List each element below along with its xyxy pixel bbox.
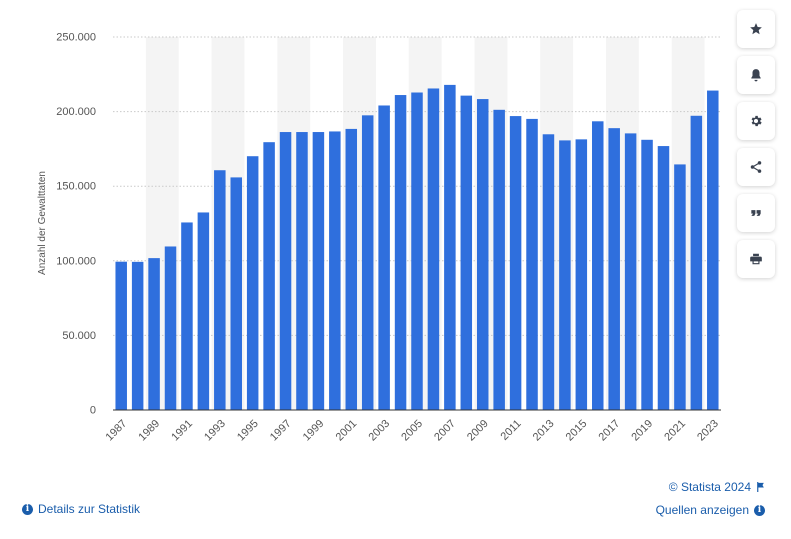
y-tick-label: 100.000 [56, 255, 96, 267]
copyright-link[interactable]: © Statista 2024 [669, 480, 765, 494]
bar[interactable] [181, 222, 193, 410]
favorite-button[interactable] [737, 10, 775, 48]
x-tick-label: 2009 [465, 418, 491, 444]
x-tick-label: 2001 [334, 418, 360, 444]
y-tick-label: 0 [90, 405, 96, 417]
star-icon [750, 23, 762, 35]
quote-icon [751, 210, 761, 216]
bar[interactable] [657, 146, 670, 411]
bar[interactable] [378, 105, 390, 411]
notification-button[interactable] [737, 56, 775, 94]
bar[interactable] [361, 115, 374, 410]
info-icon: i [754, 504, 765, 516]
x-tick-label: 2015 [564, 418, 590, 444]
info-icon: i [22, 503, 33, 515]
bar[interactable] [624, 133, 637, 411]
sources-label: Quellen anzeigen [655, 503, 749, 517]
settings-button[interactable] [737, 102, 775, 140]
bar[interactable] [542, 134, 555, 411]
share-icon [750, 161, 762, 173]
bar[interactable] [707, 90, 719, 410]
gear-icon [751, 115, 762, 127]
bell-icon [751, 69, 761, 82]
bar[interactable] [608, 128, 620, 410]
x-tick-label: 1989 [136, 418, 162, 444]
x-tick-label: 2023 [695, 418, 721, 444]
x-tick-label: 2011 [499, 418, 524, 443]
x-tick-label: 1997 [268, 418, 294, 444]
bar[interactable] [641, 139, 653, 410]
background-bands [145, 37, 705, 410]
bar[interactable] [411, 92, 423, 410]
bar[interactable] [197, 212, 210, 410]
x-tick-label: 2003 [366, 418, 392, 444]
bar[interactable] [427, 88, 440, 410]
bar[interactable] [559, 140, 571, 410]
bar[interactable] [526, 118, 538, 410]
y-tick-label: 250.000 [56, 32, 96, 44]
bar[interactable] [493, 109, 505, 410]
bar[interactable] [592, 121, 604, 410]
details-link[interactable]: i Details zur Statistik [22, 502, 140, 516]
y-tick-label: 150.000 [56, 181, 96, 193]
x-tick-label: 1995 [235, 418, 261, 444]
sources-link[interactable]: Quellen anzeigen i [656, 503, 765, 517]
bar[interactable] [164, 246, 177, 410]
bar[interactable] [444, 84, 456, 411]
x-tick-label: 2019 [629, 418, 655, 444]
x-tick-label: 2017 [597, 418, 623, 444]
flag-icon [757, 482, 764, 492]
y-axis-tick-labels: 0 50.000 100.000 150.000 200.000 250.000 [56, 32, 96, 417]
bar[interactable] [575, 139, 588, 410]
bar[interactable] [214, 170, 226, 410]
x-tick-label: 2007 [432, 418, 458, 444]
bar[interactable] [476, 99, 489, 410]
bar[interactable] [690, 115, 703, 411]
x-tick-label: 1987 [104, 418, 130, 444]
details-label: Details zur Statistik [38, 502, 141, 516]
bar[interactable] [279, 132, 292, 410]
x-tick-label: 1999 [301, 418, 327, 444]
bar[interactable] [296, 132, 308, 410]
bar[interactable] [230, 177, 242, 410]
cite-button[interactable] [737, 194, 775, 232]
copyright-label: © Statista 2024 [668, 480, 751, 494]
bar[interactable] [345, 128, 358, 410]
x-axis-tick-labels: 1987 1989 1991 1993 1995 1997 1999 2001 2003 2005… [104, 418, 721, 444]
bar[interactable] [312, 132, 325, 410]
x-tick-label: 1993 [202, 418, 228, 444]
x-tick-label: 2021 [662, 418, 688, 444]
share-button[interactable] [737, 148, 775, 186]
bar[interactable] [674, 164, 686, 410]
x-tick-label: 2005 [399, 418, 425, 444]
bar[interactable] [263, 142, 275, 410]
print-button[interactable] [737, 240, 775, 278]
bar[interactable] [131, 261, 144, 410]
x-tick-label: 2013 [531, 418, 557, 444]
bar[interactable] [394, 95, 407, 410]
y-tick-label: 200.000 [56, 106, 96, 118]
bar[interactable] [148, 258, 160, 410]
y-tick-label: 50.000 [62, 330, 96, 342]
x-tick-label: 1991 [169, 418, 195, 444]
bar[interactable] [115, 261, 127, 410]
bars [115, 84, 719, 411]
bar[interactable] [246, 156, 259, 410]
bar[interactable] [509, 116, 522, 411]
print-icon [750, 253, 762, 265]
y-axis-label: Anzahl der Gewalttaten [37, 171, 48, 275]
bar[interactable] [460, 95, 473, 411]
bar[interactable] [329, 131, 341, 410]
